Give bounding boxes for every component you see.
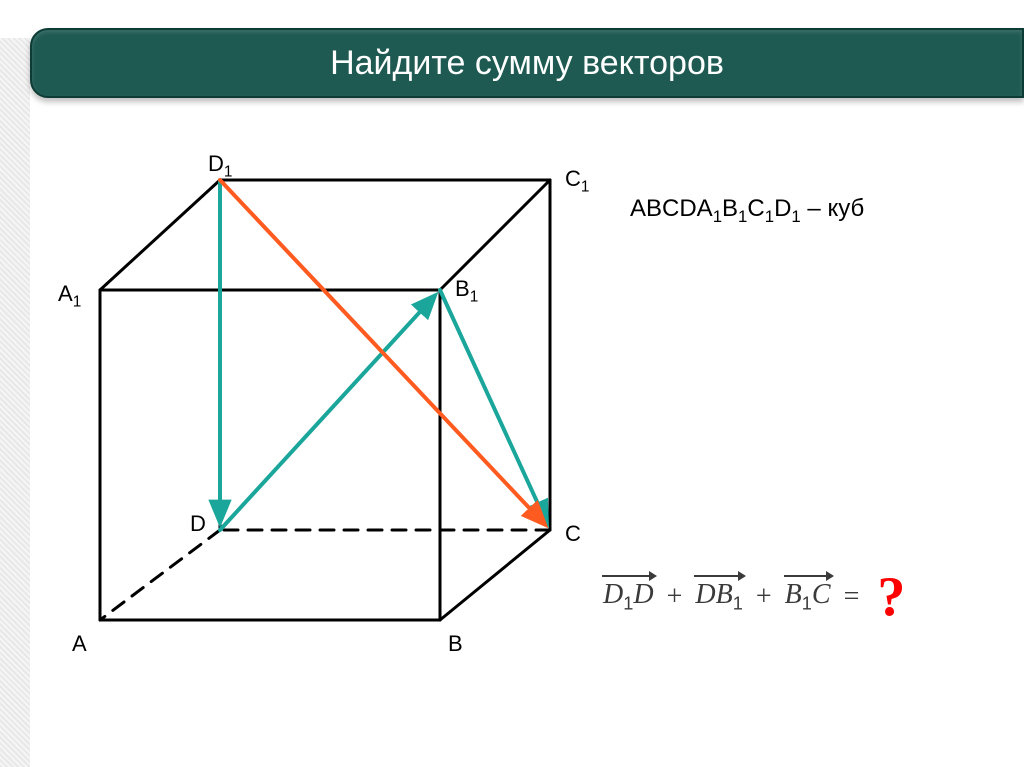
vertex-label-A: A [72,631,87,657]
slide-title-bar: Найдите сумму векторов [30,28,1024,98]
plus-2: + [756,581,772,613]
plus-1: + [667,581,683,613]
vertex-label-C: C [565,521,581,547]
cube-diagram: ABCDA1B1C1D1 [70,140,590,660]
left-texture-strip [0,38,30,767]
slide-title: Найдите сумму векторов [330,44,724,83]
vec-term-1: D1D [600,579,657,615]
vertex-label-B1: B1 [455,276,478,306]
vertex-label-D: D [190,511,206,537]
cube-svg [70,140,590,660]
vertex-label-B: B [448,631,463,657]
cube-description: ABCDA1B1C1D1 – куб [630,195,864,227]
vec-term-3: B1C [782,579,834,615]
vertex-label-C1: C1 [565,166,589,196]
slide: Найдите сумму векторов ABCDA1B1C1D1 – ку… [0,0,1024,767]
vector-equation: D1D + DB1 + B1C = ? [600,565,905,629]
result-question-mark: ? [877,565,905,629]
equals-sign: = [844,581,860,613]
vertex-label-A1: A1 [58,281,81,311]
vertex-label-D1: D1 [208,151,232,181]
vec-term-2: DB1 [692,579,745,615]
